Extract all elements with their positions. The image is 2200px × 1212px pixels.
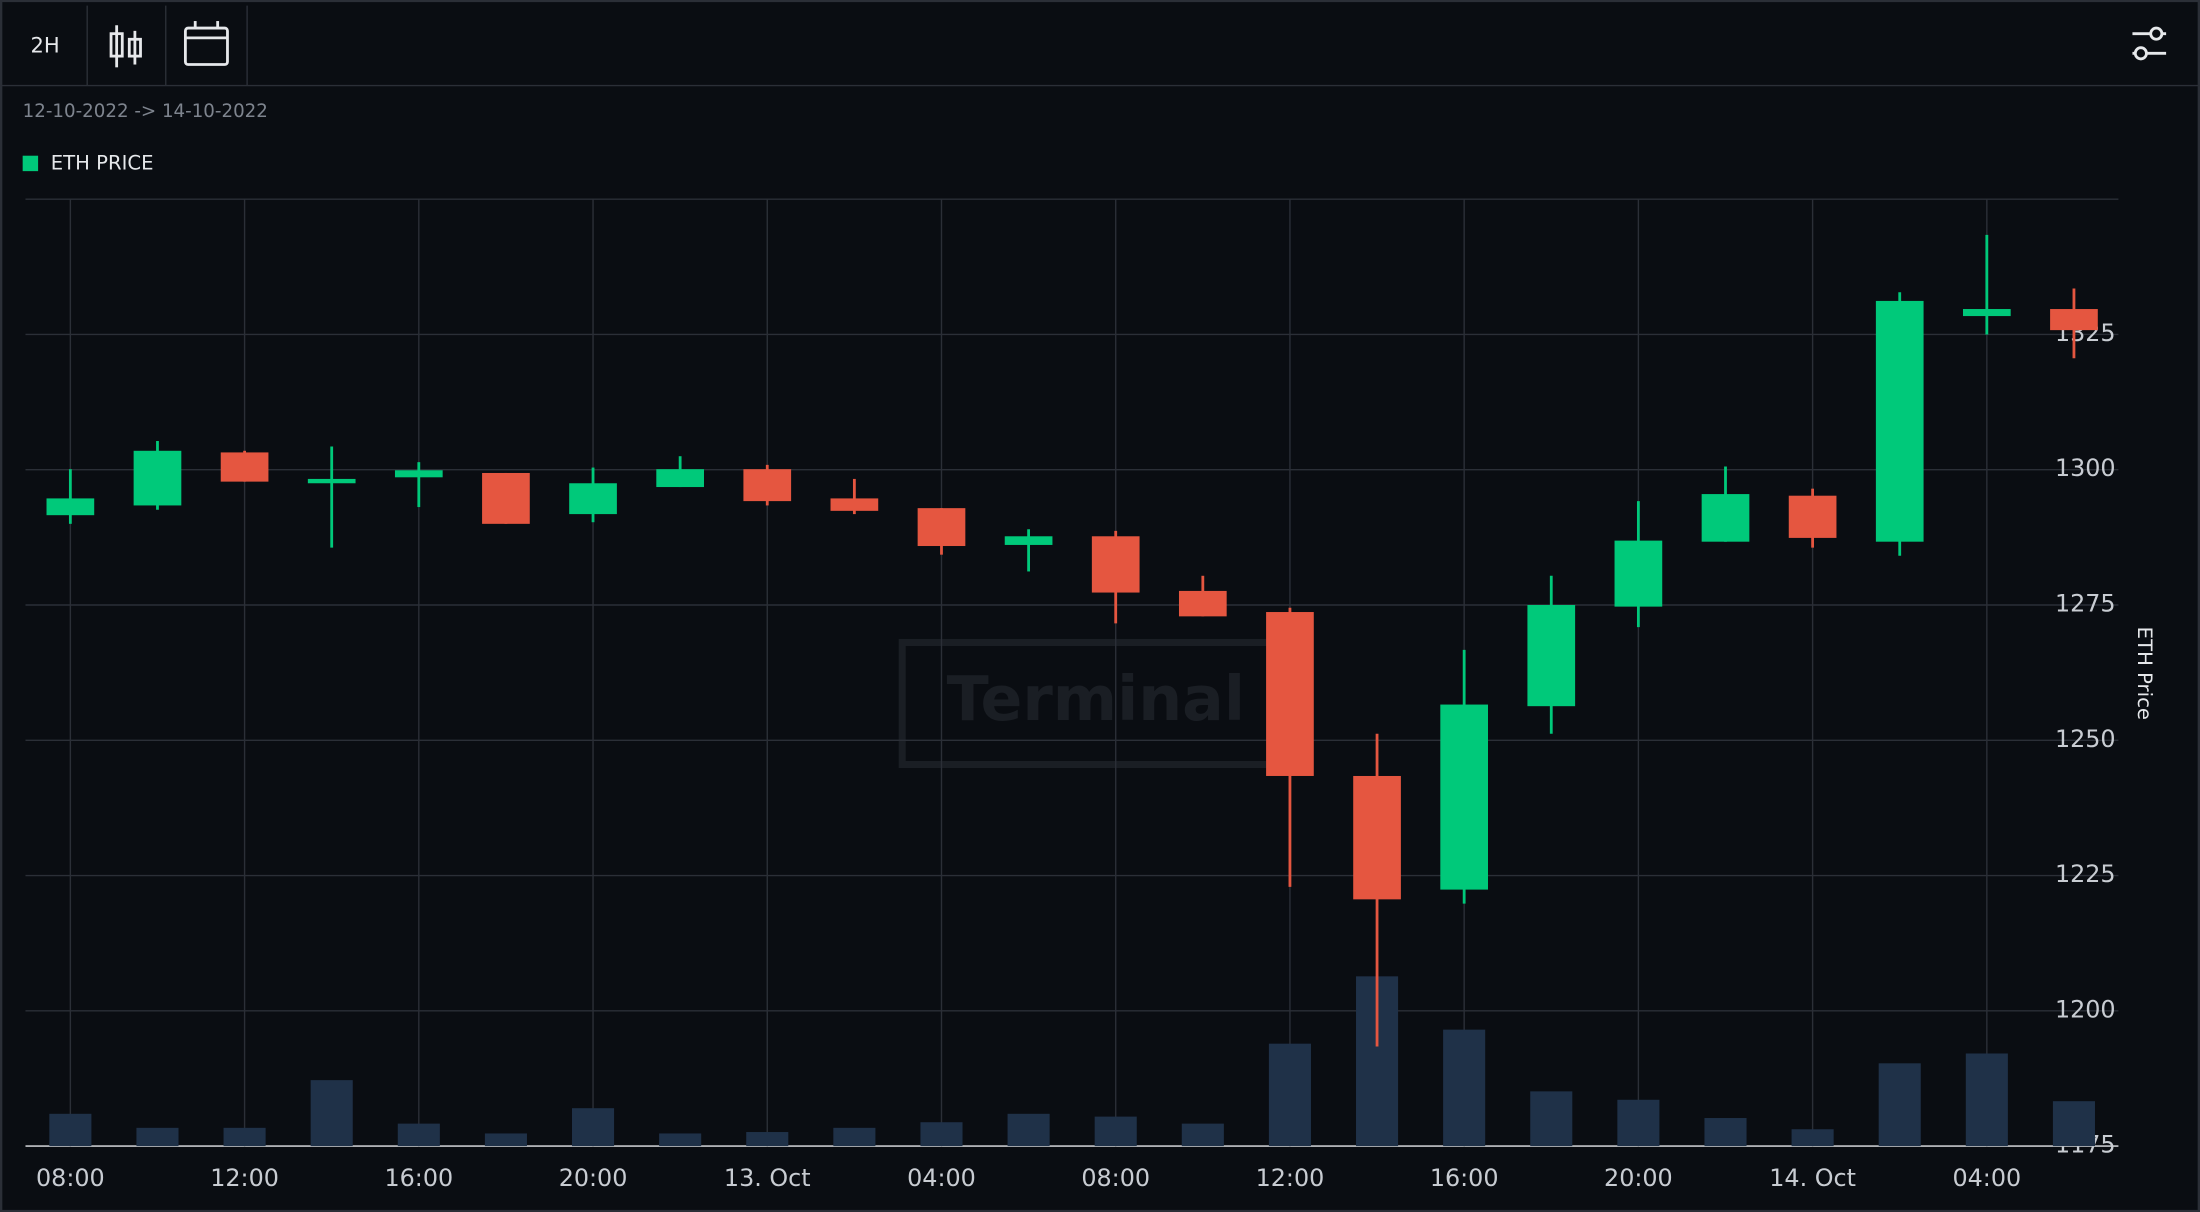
volume-bar bbox=[1094, 1116, 1137, 1147]
candle-body bbox=[1962, 309, 2011, 317]
watermark-text: Terminal bbox=[947, 663, 1245, 735]
candle-body bbox=[220, 452, 269, 482]
x-tick-label: 14. Oct bbox=[1769, 1164, 1856, 1192]
volume-bar bbox=[920, 1122, 963, 1147]
legend-label: ETH PRICE bbox=[51, 152, 154, 175]
candle-body bbox=[1527, 604, 1576, 707]
x-tick-label: 08:00 bbox=[36, 1164, 105, 1192]
legend-swatch bbox=[22, 155, 39, 172]
settings-button[interactable] bbox=[2132, 26, 2167, 61]
x-tick-label: 20:00 bbox=[1604, 1164, 1673, 1192]
volume-bar bbox=[1617, 1099, 1660, 1147]
candle-body bbox=[1178, 590, 1227, 617]
candle-body bbox=[1701, 494, 1750, 542]
volume-bar bbox=[1878, 1063, 1921, 1147]
volume-bar bbox=[1704, 1118, 1747, 1147]
candle-body bbox=[1266, 612, 1314, 776]
x-tick-label: 16:00 bbox=[1430, 1164, 1499, 1192]
y-axis-label: ETH Price bbox=[2133, 627, 2156, 720]
candle-body bbox=[2050, 309, 2098, 331]
candle-body bbox=[482, 472, 530, 524]
toolbar: 2H bbox=[0, 5, 2200, 87]
volume-bar bbox=[2052, 1101, 2095, 1147]
y-tick-label: 1225 bbox=[2055, 860, 2116, 888]
volume-bar bbox=[746, 1132, 789, 1147]
interval-button[interactable]: 2H bbox=[31, 32, 60, 57]
y-tick-label: 1250 bbox=[2055, 725, 2116, 753]
candle-body bbox=[46, 498, 95, 516]
x-tick-label: 20:00 bbox=[559, 1164, 628, 1192]
volume-bar bbox=[1268, 1043, 1311, 1147]
volume-bar bbox=[833, 1127, 876, 1147]
candle-body bbox=[1091, 536, 1140, 593]
candle-body bbox=[1004, 536, 1053, 545]
candle-body bbox=[1788, 495, 1837, 538]
date-range: 12-10-2022 -> 14-10-2022 bbox=[23, 101, 268, 122]
volume-bar bbox=[484, 1133, 527, 1147]
candle-type-button[interactable] bbox=[109, 25, 142, 68]
candle-body bbox=[569, 483, 617, 515]
volume-bar bbox=[1530, 1091, 1573, 1147]
candle-body bbox=[394, 470, 443, 478]
candle-body bbox=[1440, 704, 1489, 890]
candle-body bbox=[307, 478, 356, 484]
x-tick-label: 16:00 bbox=[384, 1164, 453, 1192]
volume-bar bbox=[659, 1133, 702, 1147]
candle-body bbox=[830, 498, 879, 511]
x-tick-label: 08:00 bbox=[1081, 1164, 1150, 1192]
volume-bar bbox=[571, 1108, 615, 1147]
x-tick-label: 04:00 bbox=[1953, 1164, 2022, 1192]
volume-bar bbox=[49, 1113, 92, 1147]
x-tick-label: 12:00 bbox=[1256, 1164, 1325, 1192]
volume-bar bbox=[1181, 1123, 1224, 1147]
volume-bar bbox=[397, 1123, 440, 1147]
volume-bar bbox=[1965, 1053, 2008, 1147]
volume-bar bbox=[310, 1080, 353, 1147]
y-tick-label: 1200 bbox=[2055, 995, 2116, 1023]
candle-body bbox=[656, 469, 704, 488]
y-tick-label: 1300 bbox=[2055, 454, 2116, 482]
candle-body bbox=[743, 469, 792, 502]
volume-bar bbox=[1443, 1029, 1486, 1147]
x-tick-label: 12:00 bbox=[210, 1164, 279, 1192]
candle-body bbox=[1875, 300, 1924, 542]
y-tick-label: 1275 bbox=[2055, 589, 2116, 617]
calendar-button[interactable] bbox=[183, 21, 229, 66]
candle-body bbox=[1353, 775, 1401, 900]
volume-bar bbox=[1007, 1113, 1050, 1147]
plot: 117512001225125012751300132508:0012:0016… bbox=[25, 198, 2119, 1192]
volume-bar bbox=[223, 1127, 266, 1147]
volume-bar bbox=[136, 1127, 179, 1147]
x-tick-label: 04:00 bbox=[907, 1164, 976, 1192]
candle-body bbox=[917, 508, 966, 547]
x-tick-label: 13. Oct bbox=[724, 1164, 811, 1192]
candle-body bbox=[133, 450, 182, 506]
volume-bar bbox=[1791, 1129, 1834, 1147]
candle-body bbox=[1614, 540, 1663, 607]
